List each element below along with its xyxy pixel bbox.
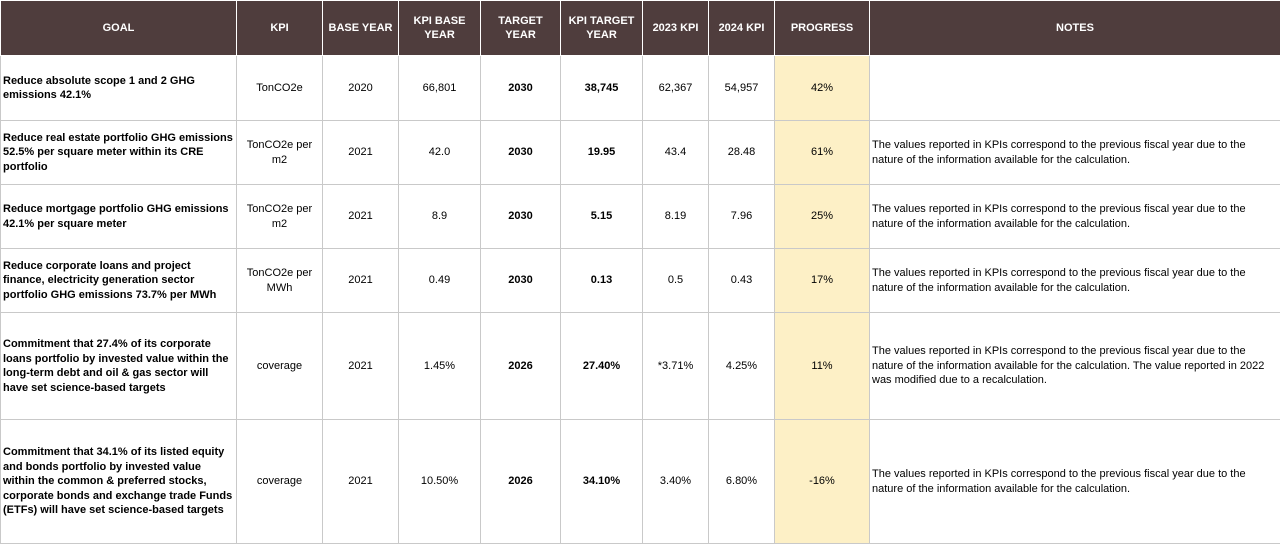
header-notes: NOTES [869, 0, 1280, 56]
progress-cell: 11% [774, 312, 870, 420]
kpi-base-year-cell: 42.0 [398, 120, 481, 185]
notes-cell: The values reported in KPIs correspond t… [869, 248, 1280, 313]
base-year-cell: 2021 [322, 248, 399, 313]
kpi-cell: coverage [236, 312, 323, 420]
kpi-2023-cell: *3.71% [642, 312, 709, 420]
kpi-target-year-cell: 19.95 [560, 120, 643, 185]
progress-cell: 42% [774, 55, 870, 121]
kpi-cell: TonCO2e per m2 [236, 120, 323, 185]
header-goal: GOAL [0, 0, 237, 56]
target-year-cell: 2030 [480, 55, 561, 121]
table-row: Reduce corporate loans and project finan… [0, 248, 1280, 313]
table-row: Commitment that 34.1% of its listed equi… [0, 419, 1280, 544]
kpi-cell: TonCO2e [236, 55, 323, 121]
kpi-target-year-cell: 38,745 [560, 55, 643, 121]
kpi-2024-cell: 54,957 [708, 55, 775, 121]
kpi-2023-cell: 62,367 [642, 55, 709, 121]
kpi-target-year-cell: 5.15 [560, 184, 643, 249]
header-target-year: TARGET YEAR [480, 0, 561, 56]
kpi-2024-cell: 7.96 [708, 184, 775, 249]
goal-cell: Commitment that 34.1% of its listed equi… [0, 419, 237, 544]
progress-cell: -16% [774, 419, 870, 544]
kpi-base-year-cell: 8.9 [398, 184, 481, 249]
target-year-cell: 2026 [480, 419, 561, 544]
base-year-cell: 2021 [322, 120, 399, 185]
kpi-cell: TonCO2e per m2 [236, 184, 323, 249]
header-progress: PROGRESS [774, 0, 870, 56]
notes-cell: The values reported in KPIs correspond t… [869, 184, 1280, 249]
goal-cell: Reduce mortgage portfolio GHG emissions … [0, 184, 237, 249]
notes-cell: The values reported in KPIs correspond t… [869, 419, 1280, 544]
notes-cell [869, 55, 1280, 121]
kpi-2024-cell: 0.43 [708, 248, 775, 313]
table-row: Commitment that 27.4% of its corporate l… [0, 312, 1280, 420]
kpi-2023-cell: 43.4 [642, 120, 709, 185]
progress-cell: 17% [774, 248, 870, 313]
kpi-2023-cell: 3.40% [642, 419, 709, 544]
target-year-cell: 2030 [480, 248, 561, 313]
target-year-cell: 2026 [480, 312, 561, 420]
kpi-2023-cell: 0.5 [642, 248, 709, 313]
kpi-target-year-cell: 0.13 [560, 248, 643, 313]
target-year-cell: 2030 [480, 120, 561, 185]
goal-cell: Reduce absolute scope 1 and 2 GHG emissi… [0, 55, 237, 121]
progress-cell: 61% [774, 120, 870, 185]
header-kpi-target-year: KPI TARGET YEAR [560, 0, 643, 56]
table-row: Reduce mortgage portfolio GHG emissions … [0, 184, 1280, 249]
base-year-cell: 2020 [322, 55, 399, 121]
base-year-cell: 2021 [322, 419, 399, 544]
kpi-base-year-cell: 10.50% [398, 419, 481, 544]
kpi-target-year-cell: 27.40% [560, 312, 643, 420]
header-kpi-2023: 2023 KPI [642, 0, 709, 56]
goal-cell: Reduce corporate loans and project finan… [0, 248, 237, 313]
table-row: Reduce absolute scope 1 and 2 GHG emissi… [0, 55, 1280, 121]
kpi-base-year-cell: 1.45% [398, 312, 481, 420]
kpi-base-year-cell: 66,801 [398, 55, 481, 121]
notes-cell: The values reported in KPIs correspond t… [869, 312, 1280, 420]
header-kpi: KPI [236, 0, 323, 56]
kpi-cell: TonCO2e per MWh [236, 248, 323, 313]
progress-cell: 25% [774, 184, 870, 249]
target-year-cell: 2030 [480, 184, 561, 249]
kpi-2024-cell: 4.25% [708, 312, 775, 420]
base-year-cell: 2021 [322, 312, 399, 420]
kpi-2024-cell: 28.48 [708, 120, 775, 185]
table-row: Reduce real estate portfolio GHG emissio… [0, 120, 1280, 185]
header-row: GOAL KPI BASE YEAR KPI BASE YEAR TARGET … [0, 0, 1280, 56]
goal-cell: Commitment that 27.4% of its corporate l… [0, 312, 237, 420]
kpi-2023-cell: 8.19 [642, 184, 709, 249]
header-kpi-2024: 2024 KPI [708, 0, 775, 56]
kpi-target-year-cell: 34.10% [560, 419, 643, 544]
base-year-cell: 2021 [322, 184, 399, 249]
header-base-year: BASE YEAR [322, 0, 399, 56]
kpi-base-year-cell: 0.49 [398, 248, 481, 313]
kpi-2024-cell: 6.80% [708, 419, 775, 544]
header-kpi-base-year: KPI BASE YEAR [398, 0, 481, 56]
notes-cell: The values reported in KPIs correspond t… [869, 120, 1280, 185]
kpi-cell: coverage [236, 419, 323, 544]
goal-cell: Reduce real estate portfolio GHG emissio… [0, 120, 237, 185]
